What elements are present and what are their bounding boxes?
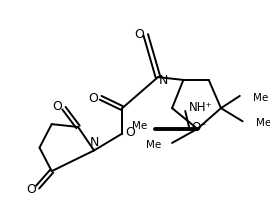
Text: NH⁺: NH⁺ (189, 101, 213, 114)
Text: Me: Me (132, 121, 148, 131)
Text: O: O (134, 28, 144, 41)
Text: Me: Me (146, 140, 161, 150)
Text: Me: Me (253, 93, 268, 103)
Text: Me: Me (256, 118, 270, 128)
Text: O: O (125, 126, 135, 139)
Text: O: O (26, 183, 36, 196)
Text: O: O (88, 92, 98, 105)
Text: O⁻: O⁻ (191, 121, 206, 134)
Text: N: N (89, 136, 99, 149)
Text: N: N (159, 74, 168, 87)
Text: O: O (52, 100, 62, 113)
